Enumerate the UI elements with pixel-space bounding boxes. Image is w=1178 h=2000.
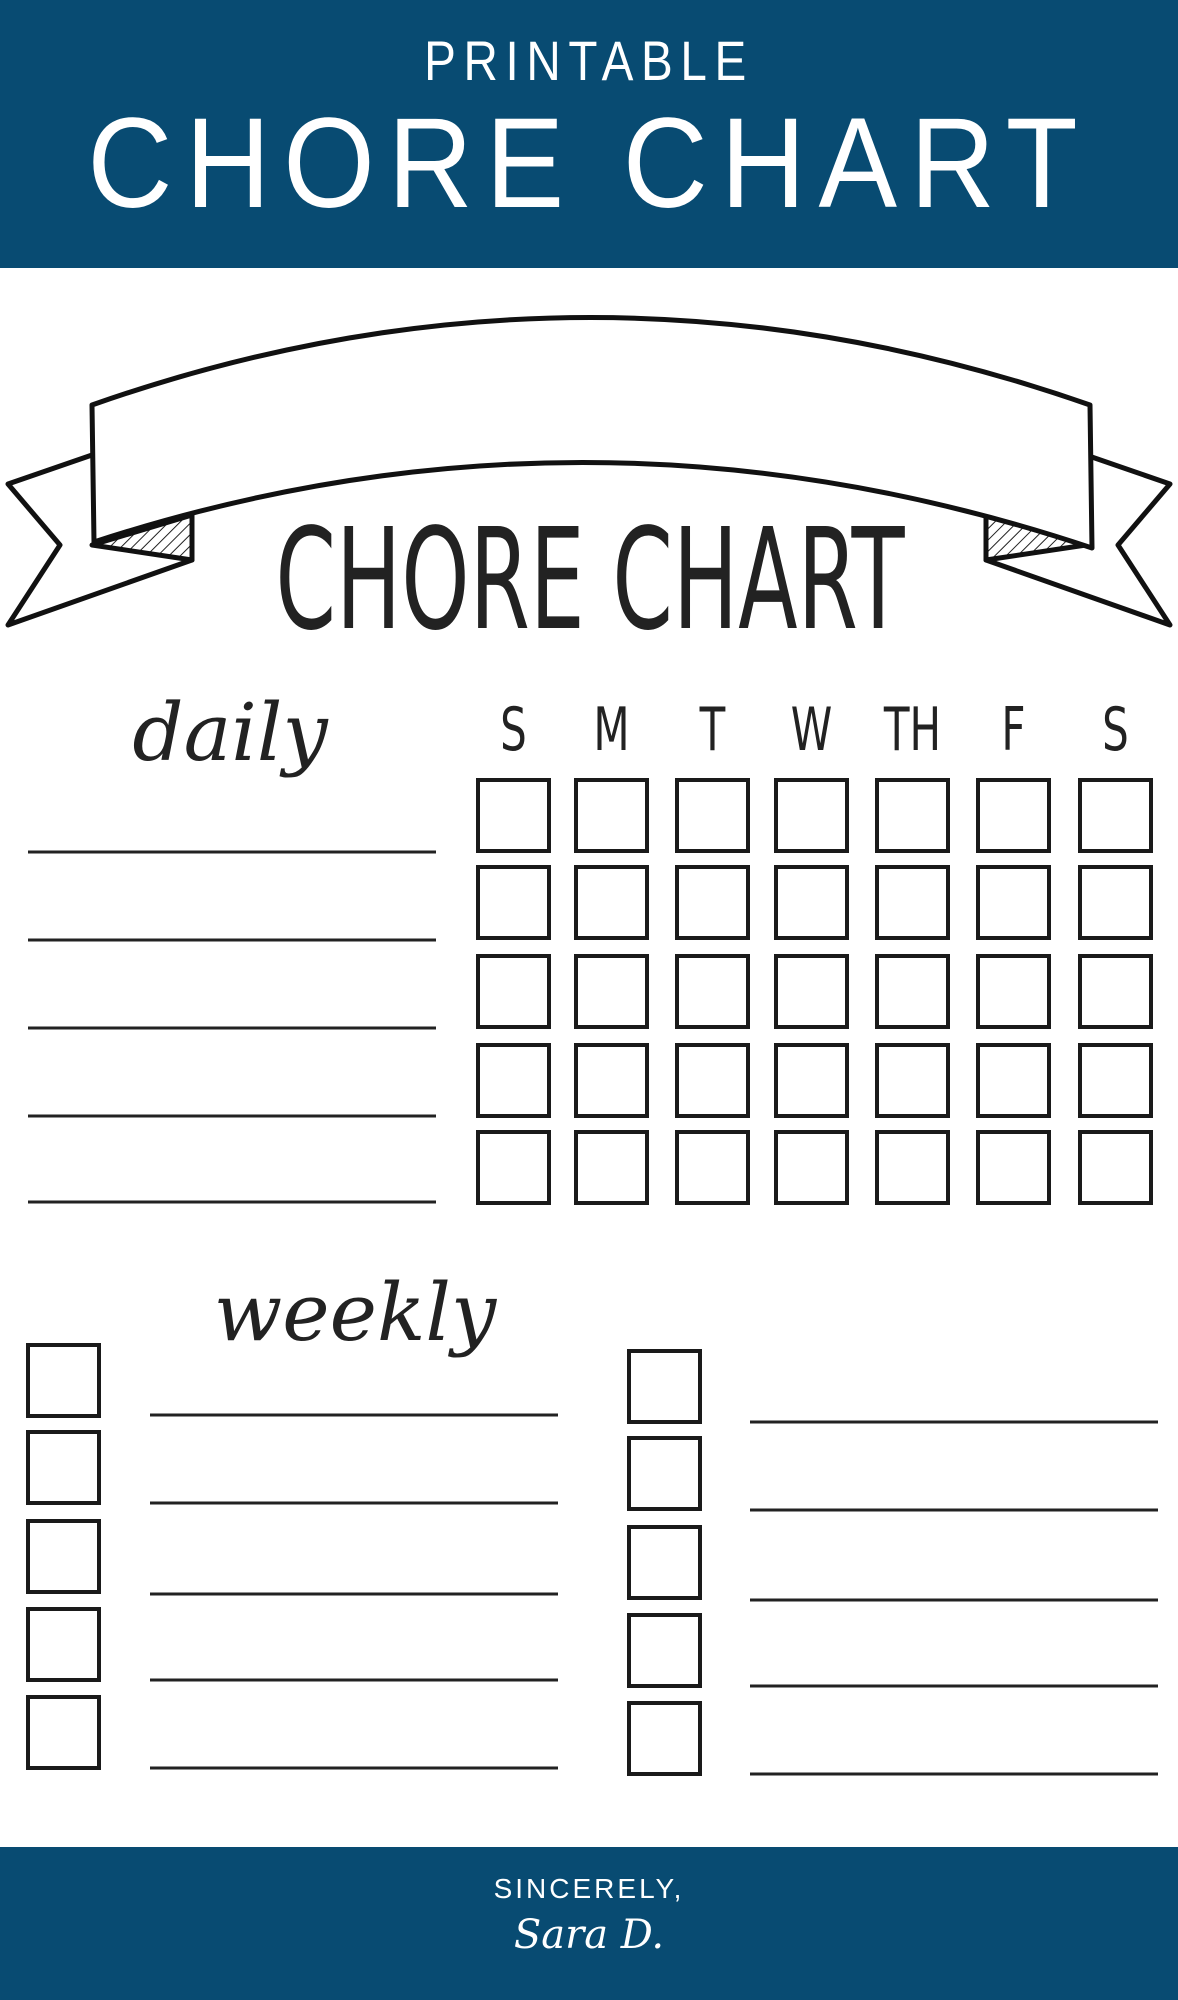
daily-checkbox[interactable] xyxy=(476,1043,551,1118)
day-header: T xyxy=(699,696,726,766)
weekly-checkbox[interactable] xyxy=(26,1343,101,1418)
day-header: S xyxy=(1102,696,1129,766)
daily-checkbox[interactable] xyxy=(774,954,849,1029)
daily-checkbox[interactable] xyxy=(574,778,649,853)
daily-checkbox[interactable] xyxy=(774,865,849,940)
daily-checkbox[interactable] xyxy=(875,1130,950,1205)
daily-checkbox[interactable] xyxy=(476,1130,551,1205)
daily-checkbox[interactable] xyxy=(476,865,551,940)
ribbon-title: CHORE CHART xyxy=(275,499,905,661)
footer-banner xyxy=(0,1847,1178,2000)
daily-checkbox[interactable] xyxy=(976,1043,1051,1118)
day-header: S xyxy=(500,696,527,766)
daily-checkbox[interactable] xyxy=(1078,1130,1153,1205)
daily-checkbox[interactable] xyxy=(976,954,1051,1029)
weekly-label: weekly xyxy=(214,1266,498,1359)
daily-checkbox[interactable] xyxy=(574,1043,649,1118)
daily-checkbox[interactable] xyxy=(875,778,950,853)
weekly-checkbox[interactable] xyxy=(627,1525,702,1600)
ribbon-banner xyxy=(5,315,1173,628)
daily-checkbox[interactable] xyxy=(774,1130,849,1205)
header-banner: PRINTABLE CHORE CHART xyxy=(0,0,1178,268)
daily-checkbox[interactable] xyxy=(476,778,551,853)
weekly-checkbox[interactable] xyxy=(627,1436,702,1511)
daily-checkbox[interactable] xyxy=(675,1130,750,1205)
daily-checkbox[interactable] xyxy=(774,778,849,853)
weekly-checkbox[interactable] xyxy=(26,1519,101,1594)
daily-checkbox[interactable] xyxy=(574,865,649,940)
daily-checkbox[interactable] xyxy=(574,954,649,1029)
day-headers: S M T W TH F S xyxy=(500,696,1129,766)
header-kicker: PRINTABLE xyxy=(424,29,754,92)
day-header: TH xyxy=(883,696,941,766)
weekly-checkbox[interactable] xyxy=(627,1613,702,1688)
weekly-checkbox[interactable] xyxy=(26,1695,101,1770)
footer-signature: Sara D. xyxy=(513,1912,665,1958)
weekly-checkbox[interactable] xyxy=(627,1701,702,1776)
daily-checkbox[interactable] xyxy=(675,1043,750,1118)
daily-checkbox[interactable] xyxy=(675,865,750,940)
daily-checkbox[interactable] xyxy=(774,1043,849,1118)
weekly-list xyxy=(26,1343,1158,1776)
daily-checkbox[interactable] xyxy=(1078,1043,1153,1118)
daily-checkbox[interactable] xyxy=(1078,865,1153,940)
weekly-checkbox[interactable] xyxy=(26,1430,101,1505)
daily-label: daily xyxy=(132,686,329,779)
daily-checkbox[interactable] xyxy=(976,778,1051,853)
day-header: W xyxy=(791,696,833,766)
weekly-checkbox[interactable] xyxy=(627,1349,702,1424)
daily-checkbox[interactable] xyxy=(476,954,551,1029)
daily-checkbox[interactable] xyxy=(1078,778,1153,853)
daily-checkbox[interactable] xyxy=(976,1130,1051,1205)
daily-checkbox[interactable] xyxy=(675,954,750,1029)
header-title: CHORE CHART xyxy=(87,92,1091,235)
day-header: M xyxy=(593,696,629,766)
weekly-checkbox[interactable] xyxy=(26,1607,101,1682)
daily-checkbox[interactable] xyxy=(875,1043,950,1118)
day-header: F xyxy=(1001,696,1025,766)
daily-checkbox[interactable] xyxy=(1078,954,1153,1029)
daily-chore-lines xyxy=(28,850,436,1204)
daily-checkbox[interactable] xyxy=(675,778,750,853)
daily-checkbox-grid xyxy=(476,778,1153,1205)
daily-checkbox[interactable] xyxy=(875,954,950,1029)
daily-checkbox[interactable] xyxy=(574,1130,649,1205)
daily-checkbox[interactable] xyxy=(976,865,1051,940)
footer-sincerely: SINCERELY, xyxy=(493,1873,685,1904)
daily-checkbox[interactable] xyxy=(875,865,950,940)
